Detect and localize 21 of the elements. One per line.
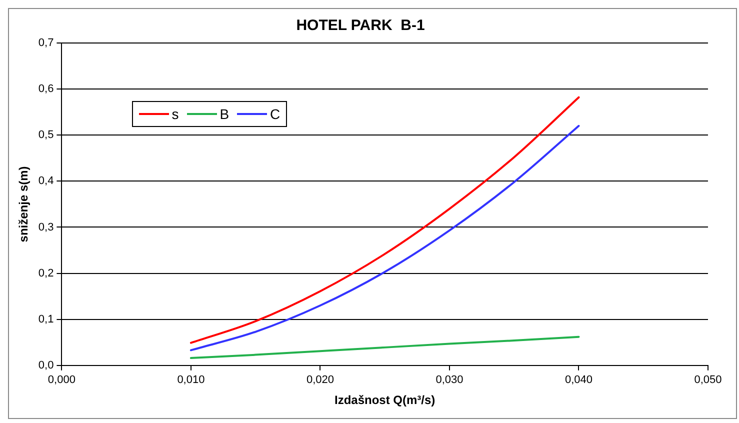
x-tick-label: 0,040 xyxy=(564,374,593,386)
line-series xyxy=(190,336,580,360)
y-tick-label: 0,0 xyxy=(38,359,54,372)
y-tick-label: 0,1 xyxy=(38,313,54,326)
x-axis-title: Izdašnost Q(m³/s) xyxy=(334,393,436,408)
legend-label: C xyxy=(270,106,280,122)
x-tick-label: 0,010 xyxy=(177,374,205,386)
y-tick-label: 0,3 xyxy=(38,221,54,234)
legend-label: s xyxy=(172,106,179,122)
x-tick-label: 0,020 xyxy=(306,374,334,386)
y-tick-label: 0,4 xyxy=(38,175,54,188)
y-tick-label: 0,2 xyxy=(38,267,54,280)
y-tick-label: 0,7 xyxy=(38,37,54,50)
y-axis-title: sniženje s(m) xyxy=(16,166,31,242)
chart-title: HOTEL PARK B-1 xyxy=(296,17,425,34)
y-tick-label: 0,6 xyxy=(38,83,54,96)
legend-label: B xyxy=(220,106,230,122)
y-tick-label: 0,5 xyxy=(38,129,54,142)
x-tick-label: 0,050 xyxy=(694,374,722,386)
x-tick-label: 0,000 xyxy=(48,374,76,386)
x-tick-label: 0,030 xyxy=(436,374,464,386)
